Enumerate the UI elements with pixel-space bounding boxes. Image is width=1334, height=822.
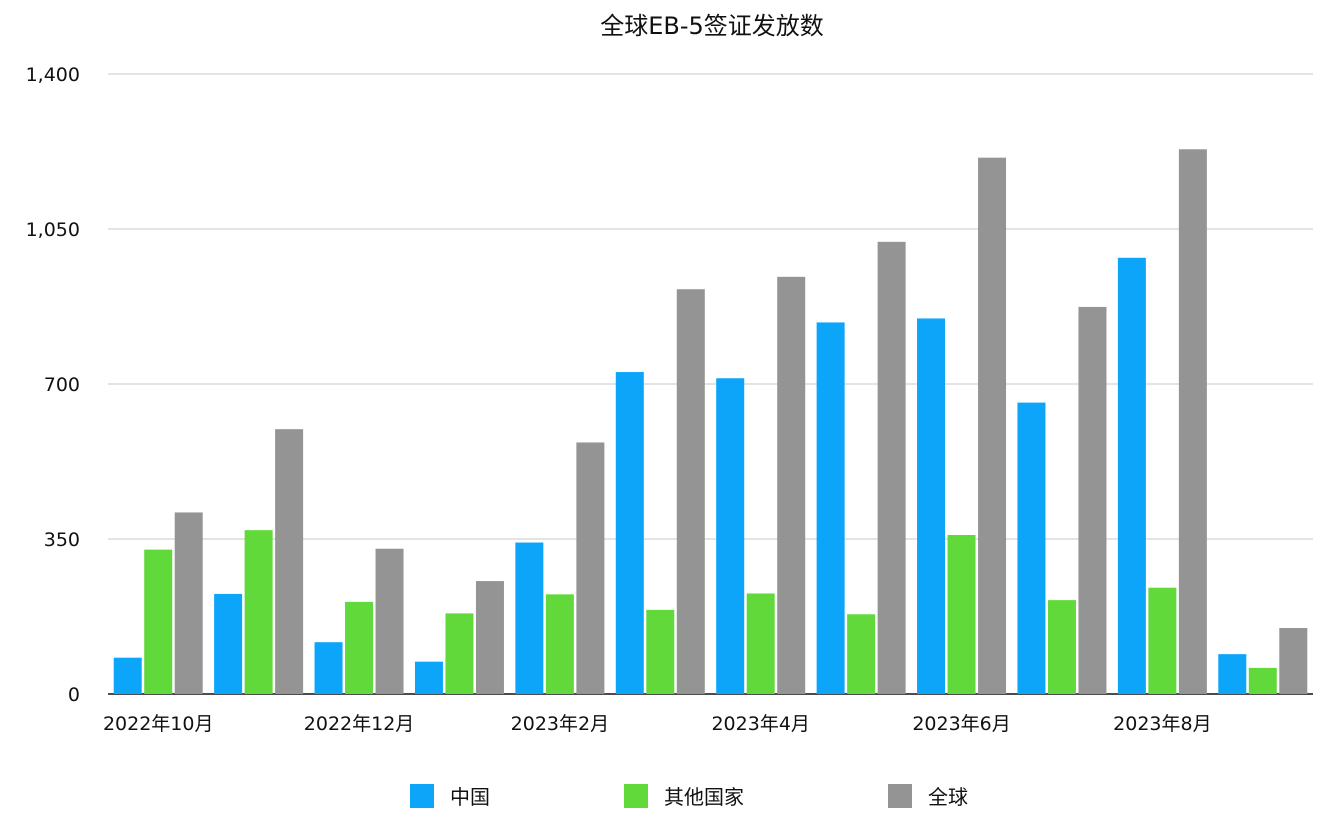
legend-label: 中国 <box>450 785 490 809</box>
bar <box>576 442 605 694</box>
gridlines <box>108 73 1313 695</box>
bar <box>978 157 1007 694</box>
bar <box>1218 654 1247 694</box>
y-tick-label: 350 <box>44 529 80 551</box>
legend-swatch <box>888 784 912 808</box>
bar <box>847 614 876 694</box>
bar <box>877 241 906 695</box>
bar <box>314 642 343 694</box>
bar <box>777 276 806 694</box>
bar <box>1248 667 1277 694</box>
legend-label: 全球 <box>928 785 968 809</box>
x-tick-label: 2022年12月 <box>304 713 415 735</box>
bar <box>244 530 273 694</box>
bar <box>345 601 374 694</box>
bar <box>275 429 304 694</box>
legend-label: 其他国家 <box>664 785 744 809</box>
y-tick-label: 0 <box>68 684 80 706</box>
bar <box>144 549 173 694</box>
bar <box>375 548 404 694</box>
bar <box>646 609 675 694</box>
bar <box>545 594 574 694</box>
y-axis-ticks: 0 350 700 1,050 1,400 <box>26 64 80 706</box>
bar <box>1017 402 1046 694</box>
legend-swatch <box>624 784 648 808</box>
bar <box>1117 257 1146 694</box>
bar <box>1148 587 1177 694</box>
legend: 中国 其他国家 全球 <box>410 784 968 809</box>
bar <box>615 372 644 694</box>
bar <box>113 657 142 694</box>
bar <box>1047 600 1076 694</box>
x-tick-label: 2023年6月 <box>912 713 1010 735</box>
x-tick-label: 2023年4月 <box>711 713 809 735</box>
bar <box>917 318 946 694</box>
bar <box>174 512 203 694</box>
y-tick-label: 1,400 <box>26 64 80 86</box>
bar <box>1078 306 1107 694</box>
bars <box>113 149 1308 695</box>
chart-title: 全球EB-5签证发放数 <box>600 12 824 40</box>
y-tick-label: 700 <box>44 374 80 396</box>
bar <box>676 289 705 694</box>
bar <box>816 322 845 694</box>
bar <box>414 661 443 694</box>
bar <box>716 378 745 694</box>
bar <box>515 542 544 694</box>
bar <box>947 535 976 694</box>
x-tick-label: 2023年2月 <box>511 713 609 735</box>
bar <box>445 613 474 694</box>
bar <box>1178 149 1207 695</box>
bar <box>214 593 243 694</box>
x-tick-label: 2023年8月 <box>1113 713 1211 735</box>
legend-swatch <box>410 784 434 808</box>
bar <box>1279 628 1308 694</box>
x-axis-ticks: 2022年10月 2022年12月 2023年2月 2023年4月 2023年6月 202… <box>103 713 1212 735</box>
y-tick-label: 1,050 <box>26 219 80 241</box>
bar <box>746 593 775 694</box>
bar <box>475 581 504 694</box>
x-tick-label: 2022年10月 <box>103 713 214 735</box>
